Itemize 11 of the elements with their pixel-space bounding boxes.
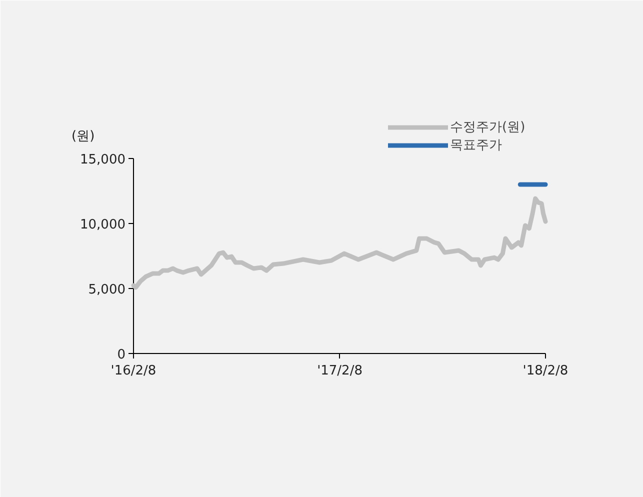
- legend-label: 목표주가: [450, 137, 502, 154]
- x-tick-label: '18/2/8: [522, 364, 568, 378]
- line-series: [131, 196, 548, 290]
- y-tick-label: 15,000: [80, 152, 126, 168]
- y-tick-label: 10,000: [80, 218, 126, 232]
- x-tick-label: '17/2/8: [317, 364, 362, 378]
- y-tick-label: 5,000: [88, 282, 126, 298]
- y-tick-label: 0: [117, 348, 126, 362]
- legend-label: 수정주가(원): [450, 119, 526, 136]
- y-axis-title: (원): [72, 129, 95, 144]
- x-tick-label: '16/2/8: [110, 364, 156, 378]
